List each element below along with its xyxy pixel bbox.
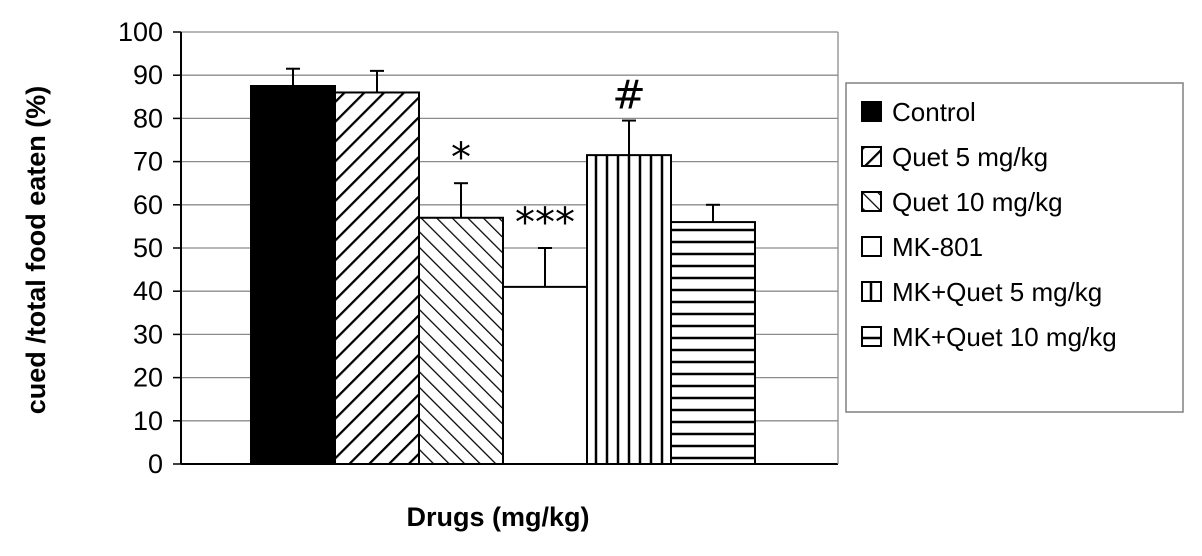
y-tick-label: 70 (133, 147, 163, 177)
legend-item: MK+Quet 10 mg/kg (861, 322, 1117, 352)
y-tick-label: 50 (133, 233, 163, 263)
significance-label: # (612, 73, 646, 119)
bar (250, 85, 336, 465)
significance-label: * (451, 135, 471, 181)
legend-item: Quet 5 mg/kg (861, 142, 1048, 172)
bar (586, 154, 672, 465)
bar-group: * (418, 135, 504, 465)
y-tick-label: 80 (133, 103, 163, 133)
legend-frame (845, 82, 1184, 413)
legend-item: Control (861, 97, 976, 127)
bar (418, 216, 504, 465)
legend-label: MK+Quet 10 mg/kg (892, 322, 1117, 352)
legend: Control Quet 5 mg/kg Quet 10 mg/kg MK-801 MK… (845, 82, 1184, 413)
legend-swatch (861, 146, 882, 167)
legend-item: MK-801 (861, 232, 983, 262)
bar-group: *** (502, 200, 588, 465)
y-tick-label: 60 (133, 190, 163, 220)
x-axis-title: Drugs (mg/kg) (406, 502, 589, 532)
y-axis-title: cued /total food eaten (%) (21, 86, 51, 415)
legend-swatch (861, 281, 882, 302)
legend-swatch (861, 326, 882, 347)
y-tick-label: 40 (133, 276, 163, 306)
significance-label: *** (515, 200, 575, 246)
legend-label: Quet 5 mg/kg (892, 142, 1048, 172)
y-tick-label: 0 (148, 449, 163, 479)
bar (502, 285, 588, 465)
legend-item: Quet 10 mg/kg (861, 187, 1063, 217)
bars: ****# (250, 67, 756, 465)
y-tick-label: 30 (133, 319, 163, 349)
legend-swatch (861, 101, 882, 122)
legend-swatch (861, 236, 882, 257)
bar (670, 221, 756, 465)
y-tick-label: 10 (133, 406, 163, 436)
bar (334, 91, 420, 465)
legend-label: MK+Quet 5 mg/kg (892, 277, 1102, 307)
y-tick-label: 20 (133, 363, 163, 393)
axes: 0 10 20 30 40 50 60 70 80 90 100 (118, 17, 839, 479)
legend-label: MK-801 (892, 232, 983, 262)
y-tick-label: 90 (133, 60, 163, 90)
y-tick-label: 100 (118, 17, 163, 47)
bar-group (670, 203, 756, 465)
bar-group (250, 67, 336, 465)
bar-group: # (586, 73, 672, 465)
legend-label: Quet 10 mg/kg (892, 187, 1063, 217)
legend-swatch (861, 191, 882, 212)
legend-label: Control (892, 97, 976, 127)
legend-item: MK+Quet 5 mg/kg (861, 277, 1102, 307)
bar-group (334, 69, 420, 465)
